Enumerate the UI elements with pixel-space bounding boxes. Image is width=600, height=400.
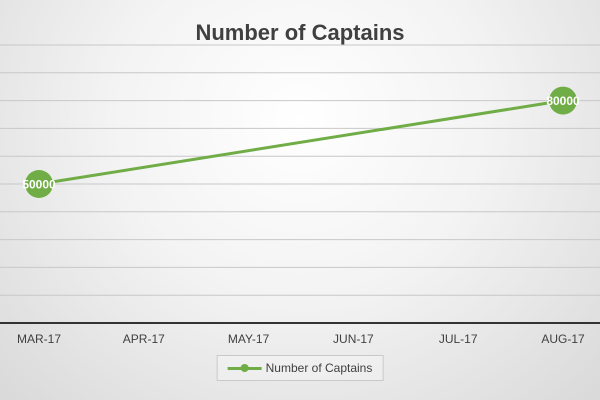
legend-label: Number of Captains [265,361,373,375]
series-line [38,99,564,186]
x-tick-label: AUG-17 [541,332,585,346]
data-point-marker [549,86,577,115]
data-point-marker [25,170,53,198]
legend-marker [240,364,249,372]
x-axis-tick-labels: MAR-17 APR-17 MAY-17 JUN-17 JUL-17 AUG-17 [17,332,585,346]
x-tick-label: MAY-17 [228,332,270,346]
series-number-of-captains: 50000 80000 [22,86,580,198]
legend: Number of Captains [216,355,384,381]
chart-title: Number of Captains [195,20,405,45]
x-tick-label: MAR-17 [17,332,61,346]
x-tick-label: APR-17 [123,332,165,346]
data-label: 80000 [546,94,580,108]
x-tick-label: JUN-17 [333,332,374,346]
gridlines [0,44,600,296]
data-label: 50000 [22,178,56,192]
x-tick-label: JUL-17 [439,332,478,346]
legend-swatch [227,362,262,374]
